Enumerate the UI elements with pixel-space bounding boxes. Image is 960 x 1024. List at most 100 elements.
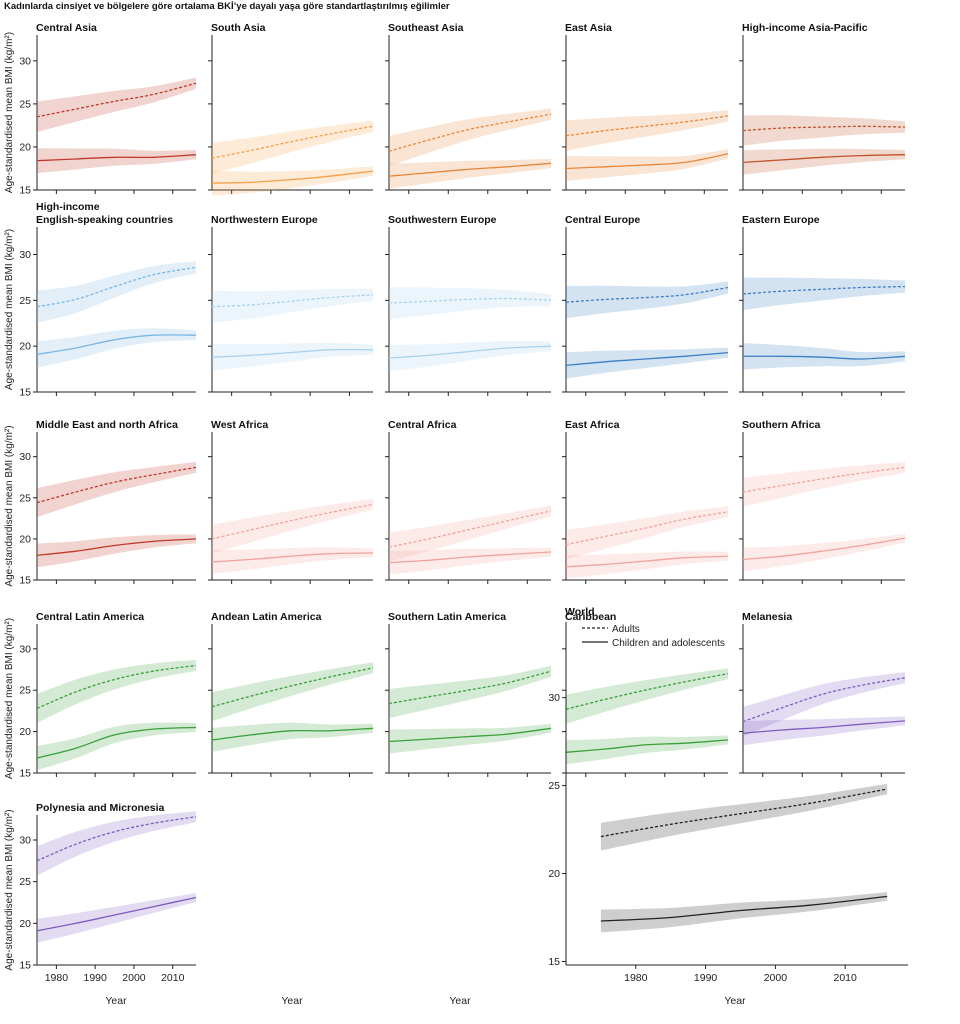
panel-polynesia-and-micronesia: 15 20 25 30 1980 1990 2000 2010 Polynesia and Mi…: [19, 802, 197, 984]
panel-title: Southern Africa: [742, 419, 821, 431]
panel-title: English-speaking countries: [36, 214, 173, 226]
x-axis-label: Year: [281, 995, 303, 1007]
x-tick-label: 1990: [83, 972, 107, 984]
series-line-children: [742, 537, 906, 561]
panel-title: Central Europe: [565, 214, 640, 226]
series-line-children: [565, 555, 729, 568]
uncertainty-band: [212, 662, 373, 722]
series-line-children: [211, 170, 374, 184]
panel-title: Southern Latin America: [388, 611, 506, 623]
panel-east-asia: East Asia: [562, 22, 729, 194]
series-line-adults: [36, 466, 197, 504]
series-line-adults: [565, 115, 729, 137]
y-tick-label: 30: [19, 835, 31, 847]
series-line-adults: [565, 673, 729, 710]
series-line-adults: [36, 82, 197, 118]
series-line-children: [36, 726, 197, 759]
x-axis-label: Year: [449, 995, 471, 1007]
series-line-adults: [742, 466, 906, 493]
panel-caribbean: Caribbean: [562, 611, 729, 777]
panel-title: High-income: [36, 201, 100, 213]
x-tick-label: 2010: [161, 972, 185, 984]
panel-title: Northwestern Europe: [211, 214, 318, 226]
series-line-adults: [565, 511, 729, 546]
uncertainty-band: [389, 108, 551, 167]
y-tick-label: 20: [548, 868, 560, 880]
uncertainty-band: [37, 261, 196, 323]
uncertainty-band: [743, 115, 905, 146]
panel-title: Southeast Asia: [388, 22, 464, 34]
panel-title: High-income Asia-Pacific: [742, 22, 868, 34]
uncertainty-band: [743, 461, 905, 507]
y-axis-label: Age-standardised mean BMI (kg/m²): [4, 425, 15, 586]
panel-southern-africa: Southern Africa: [739, 419, 906, 584]
y-tick-label: 30: [19, 451, 31, 463]
panel-title: West Africa: [211, 419, 268, 431]
uncertainty-band: [743, 672, 905, 737]
series-line-adults: [36, 816, 197, 862]
figure-title: Kadınlarda cinsiyet ve bölgelere göre or…: [4, 1, 450, 12]
series-line-adults: [211, 667, 374, 708]
series-line-adults: [211, 294, 374, 308]
uncertainty-band: [37, 722, 196, 770]
uncertainty-band: [389, 665, 551, 718]
series-line-children: [742, 154, 906, 164]
legend-label-children: Children and adolescents: [612, 638, 725, 649]
x-tick-label: 1980: [45, 972, 69, 984]
uncertainty-band: [37, 811, 196, 876]
panel-title: Central Asia: [36, 22, 97, 34]
series-line-adults: [388, 113, 552, 152]
uncertainty-band: [37, 893, 196, 943]
uncertainty-band: [37, 77, 196, 132]
panel-southwestern-europe: Southwestern Europe: [385, 214, 552, 396]
series-line-children: [565, 351, 729, 367]
series-line-adults: [388, 670, 552, 705]
uncertainty-band: [212, 722, 373, 752]
uncertainty-band: [743, 533, 905, 572]
uncertainty-band: [743, 343, 905, 370]
panel-title: Eastern Europe: [742, 214, 820, 226]
y-tick-label: 20: [19, 918, 31, 930]
series-line-children: [742, 355, 906, 360]
uncertainty-band: [37, 534, 196, 568]
series-line-children: [36, 334, 197, 356]
series-line-adults: [600, 788, 888, 838]
y-tick-label: 25: [548, 780, 560, 792]
series-line-children: [600, 895, 888, 922]
panel-title: Southwestern Europe: [388, 214, 497, 226]
y-tick-label: 15: [19, 575, 31, 587]
series-line-children: [36, 154, 197, 162]
x-tick-label: 1980: [624, 972, 648, 984]
panel-title: Middle East and north Africa: [36, 419, 178, 431]
panel-east-africa: East Africa: [562, 419, 729, 584]
x-tick-label: 1990: [694, 972, 718, 984]
y-tick-label: 30: [19, 55, 31, 67]
series-line-adults: [388, 297, 552, 304]
y-axis-label: Age-standardised mean BMI (kg/m²): [4, 32, 15, 193]
series-line-children: [36, 896, 197, 932]
y-tick-label: 20: [19, 533, 31, 545]
panel-high-income-asia-pacific: High-income Asia-Pacific: [739, 22, 906, 194]
series-line-children: [388, 345, 552, 359]
y-tick-label: 25: [19, 876, 31, 888]
uncertainty-band: [600, 892, 888, 933]
panel-southern-latin-america: Southern Latin America: [385, 611, 552, 777]
series-line-children: [36, 538, 197, 556]
series-line-adults: [565, 286, 729, 303]
panel-southeast-asia: Southeast Asia: [385, 22, 552, 194]
y-tick-label: 25: [19, 98, 31, 110]
uncertainty-band: [743, 148, 905, 175]
panel-south-asia: South Asia: [208, 22, 374, 196]
panel-central-latin-america: 15 20 25 30 Central Latin America: [19, 611, 197, 780]
y-tick-label: 20: [19, 726, 31, 738]
panel-title: Melanesia: [742, 611, 792, 623]
x-axis-label: Year: [724, 995, 746, 1007]
panel-central-asia: 15 20 25 30 Central Asia: [19, 22, 197, 197]
series-line-children: [388, 162, 552, 177]
panel-title: Central Africa: [388, 419, 457, 431]
panel-central-africa: Central Africa: [385, 419, 552, 584]
legend-label-adults: Adults: [612, 624, 640, 635]
series-line-adults: [36, 266, 197, 308]
